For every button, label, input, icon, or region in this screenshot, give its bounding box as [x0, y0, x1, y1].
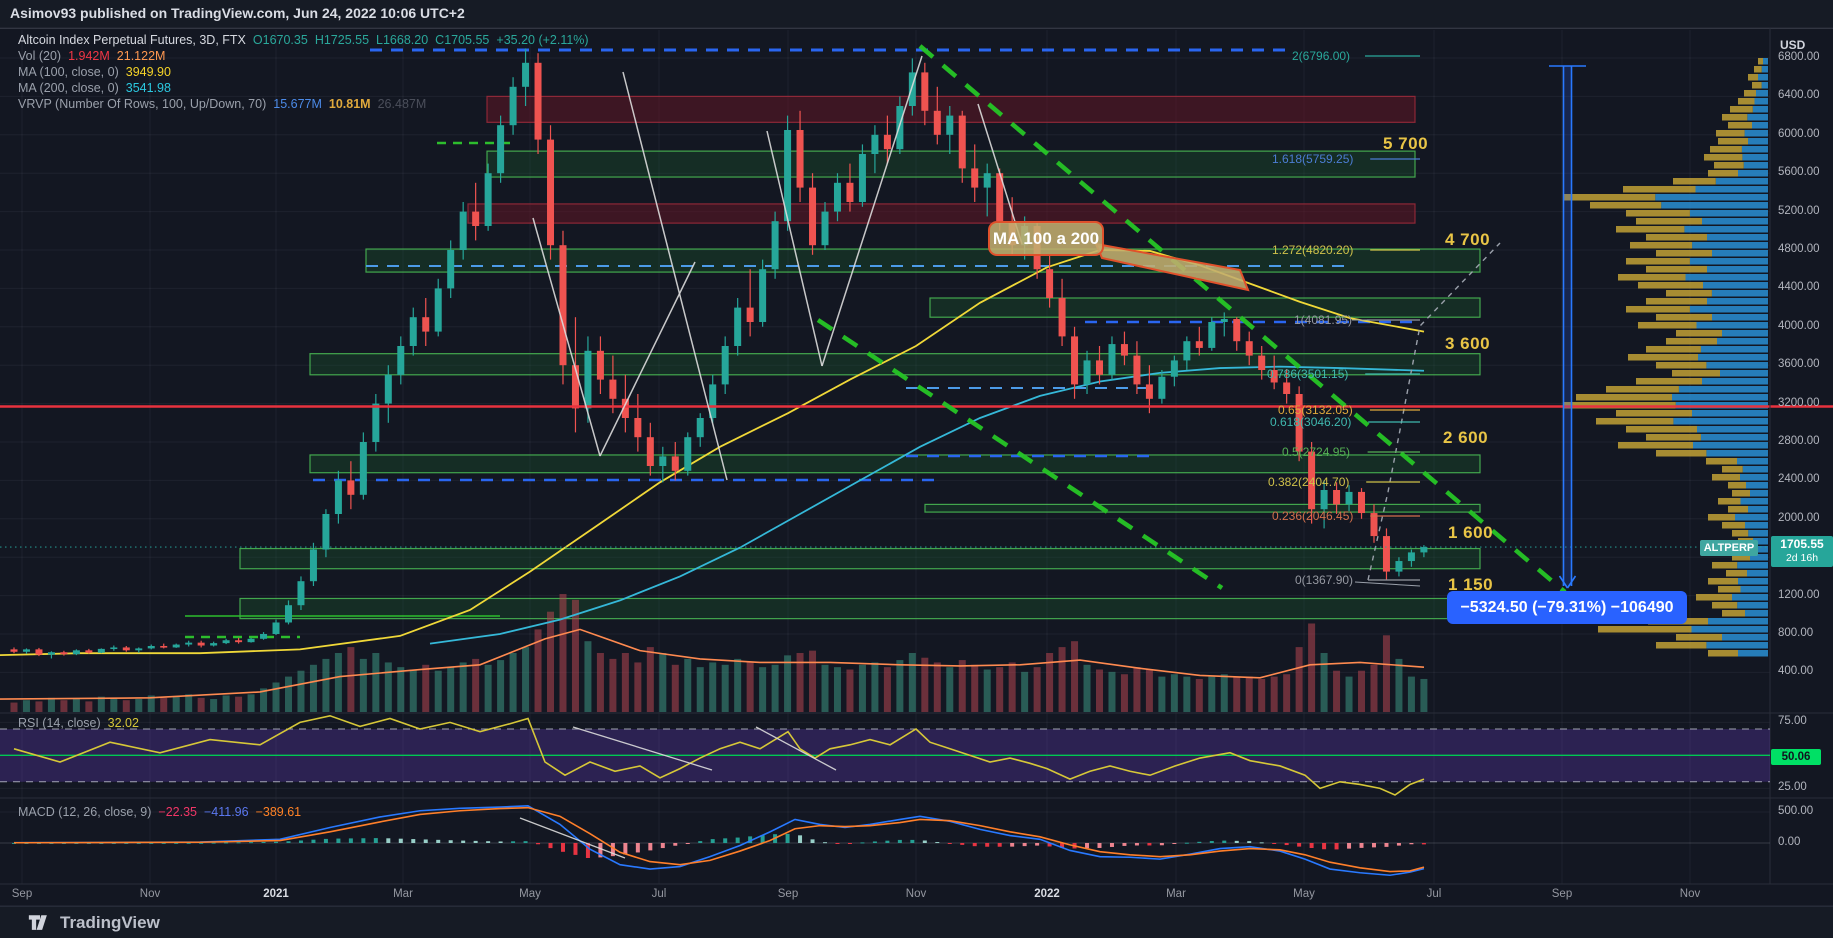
- volume-ma-value: 21.122M: [116, 49, 166, 63]
- legend-symbol-row[interactable]: Altcoin Index Perpetual Futures, 3D, FTX…: [18, 32, 589, 48]
- tradingview-logo-icon[interactable]: [28, 913, 52, 933]
- zone-price-label: 3 600: [1445, 334, 1491, 353]
- fib-level-label: 2(6796.00): [1292, 49, 1351, 63]
- legend-vrvp-row[interactable]: VRVP (Number Of Rows, 100, Up/Down, 70) …: [18, 96, 589, 112]
- publish-info: Asimov93 published on TradingView.com, J…: [10, 5, 465, 21]
- time-tick: Sep: [11, 888, 33, 900]
- fib-level-label: 0.236(2046.45): [1272, 509, 1354, 523]
- time-tick: Nov: [139, 888, 161, 900]
- price-tick: 4800.00: [1778, 243, 1820, 255]
- symbol-title: Altcoin Index Perpetual Futures, 3D, FTX: [18, 33, 246, 47]
- price-tick: 5600.00: [1778, 166, 1820, 179]
- fib-level-label: 0.786(3501.15): [1267, 367, 1349, 381]
- open-value: O1670.35: [252, 33, 308, 47]
- fib-level-label: 0.618(3046.20): [1270, 415, 1352, 429]
- price-tick: 1200.00: [1778, 588, 1820, 601]
- ma200-label: MA (200, close, 0): [18, 81, 119, 95]
- time-tick: Nov: [905, 888, 927, 900]
- price-tick: 4000.00: [1778, 319, 1820, 332]
- price-tick: 3200.00: [1778, 396, 1820, 409]
- price-tick: 3600.00: [1778, 358, 1820, 371]
- ma100-label: MA (100, close, 0): [18, 65, 119, 79]
- volume-label: Vol (20): [18, 49, 62, 63]
- macd-tick: 500.00: [1778, 805, 1814, 817]
- zone-price-label: 1 150: [1448, 575, 1494, 594]
- indicator-legend: Altcoin Index Perpetual Futures, 3D, FTX…: [18, 32, 589, 112]
- time-tick: Jul: [651, 888, 667, 900]
- high-value: H1725.55: [314, 33, 370, 47]
- fib-level-label: 0.5(2724.95): [1282, 445, 1351, 459]
- symbol-price-badge: ALTPERP: [1700, 540, 1758, 556]
- volume-value: 1.942M: [68, 49, 110, 63]
- last-price-value: 1705.55: [1780, 537, 1824, 551]
- currency-label: USD: [1780, 38, 1806, 52]
- legend-volume-row[interactable]: Vol (20) 1.942M 21.122M: [18, 48, 589, 64]
- time-tick: Mar: [393, 888, 413, 900]
- fib-level-label: 0.382(2404.70): [1268, 475, 1350, 489]
- macd-signal-value: −389.61: [255, 805, 302, 819]
- time-tick: Sep: [777, 888, 799, 900]
- time-tick: Sep: [1551, 888, 1573, 900]
- change-value: +35.20 (+2.11%): [496, 33, 589, 47]
- price-tick: 5200.00: [1778, 204, 1820, 217]
- footer-bar: TradingView: [0, 906, 1833, 938]
- time-tick: Mar: [1166, 888, 1186, 900]
- price-tick: 2800.00: [1778, 435, 1820, 447]
- vrvp-total-value: 26.487M: [377, 97, 427, 111]
- macd-tick: 0.00: [1778, 836, 1801, 848]
- rsi-tick: 25.00: [1778, 781, 1807, 794]
- price-tick: 6400.00: [1778, 89, 1820, 102]
- ma200-value: 3541.98: [125, 81, 171, 95]
- price-tick: 4400.00: [1778, 281, 1820, 294]
- macd-label: MACD (12, 26, close, 9): [18, 805, 152, 819]
- legend-ma100-row[interactable]: MA (100, close, 0) 3949.90: [18, 64, 589, 80]
- rsi-label: RSI (14, close): [18, 716, 101, 730]
- last-price-box: 1705.55 2d 16h: [1771, 536, 1833, 567]
- fib-level-label: 1.618(5759.25): [1272, 152, 1354, 166]
- bar-countdown: 2d 16h: [1785, 552, 1819, 564]
- macd-legend-row[interactable]: MACD (12, 26, close, 9) −22.35 −411.96 −…: [18, 805, 301, 819]
- tradingview-brand[interactable]: TradingView: [60, 913, 160, 932]
- macd-hist-value: −22.35: [158, 805, 197, 819]
- ma100-value: 3949.90: [125, 65, 171, 79]
- time-tick: 2021: [263, 888, 289, 900]
- fib-level-label: 0.65(3132.05): [1278, 403, 1353, 417]
- time-tick: May: [1293, 888, 1315, 900]
- ma-cross-callout[interactable]: MA 100 a 200: [988, 221, 1104, 256]
- vrvp-up-value: 15.677M: [273, 97, 322, 111]
- time-tick: May: [519, 888, 541, 900]
- zone-price-label: 2 600: [1443, 428, 1489, 447]
- close-value: C1705.55: [435, 33, 490, 47]
- vrvp-label: VRVP (Number Of Rows, 100, Up/Down, 70): [18, 97, 267, 111]
- zone-price-label: 4 700: [1445, 230, 1491, 249]
- price-tick: 2000.00: [1778, 511, 1820, 524]
- vrvp-down-value: 10.81M: [328, 97, 371, 111]
- zone-price-label: 5 700: [1383, 134, 1429, 153]
- rsi-value: 32.02: [107, 716, 139, 730]
- rsi-legend-row[interactable]: RSI (14, close) 32.02: [18, 716, 139, 730]
- rsi-tick: 75.00: [1778, 715, 1807, 728]
- measure-result-callout[interactable]: −5324.50 (−79.31%) −106490: [1447, 591, 1687, 624]
- zone-price-label: 1 600: [1448, 523, 1494, 542]
- legend-ma200-row[interactable]: MA (200, close, 0) 3541.98: [18, 80, 589, 96]
- macd-main-value: −411.96: [203, 805, 249, 819]
- price-tick: 6000.00: [1778, 127, 1820, 140]
- price-tick: 400.00: [1778, 665, 1814, 678]
- fib-level-label: 0(1367.90): [1295, 573, 1354, 587]
- rsi-alert-badge: 50.06: [1771, 749, 1821, 765]
- price-tick: 800.00: [1778, 627, 1814, 639]
- low-value: L1668.20: [376, 33, 429, 47]
- time-tick: Jul: [1426, 888, 1442, 900]
- fib-level-label: 1(4081.95): [1294, 313, 1353, 327]
- price-tick: 2400.00: [1778, 473, 1820, 486]
- price-tick: 6800.00: [1778, 51, 1820, 63]
- time-tick: Nov: [1679, 888, 1701, 900]
- fib-level-label: 1.272(4820.20): [1272, 243, 1354, 257]
- time-tick: 2022: [1034, 888, 1060, 900]
